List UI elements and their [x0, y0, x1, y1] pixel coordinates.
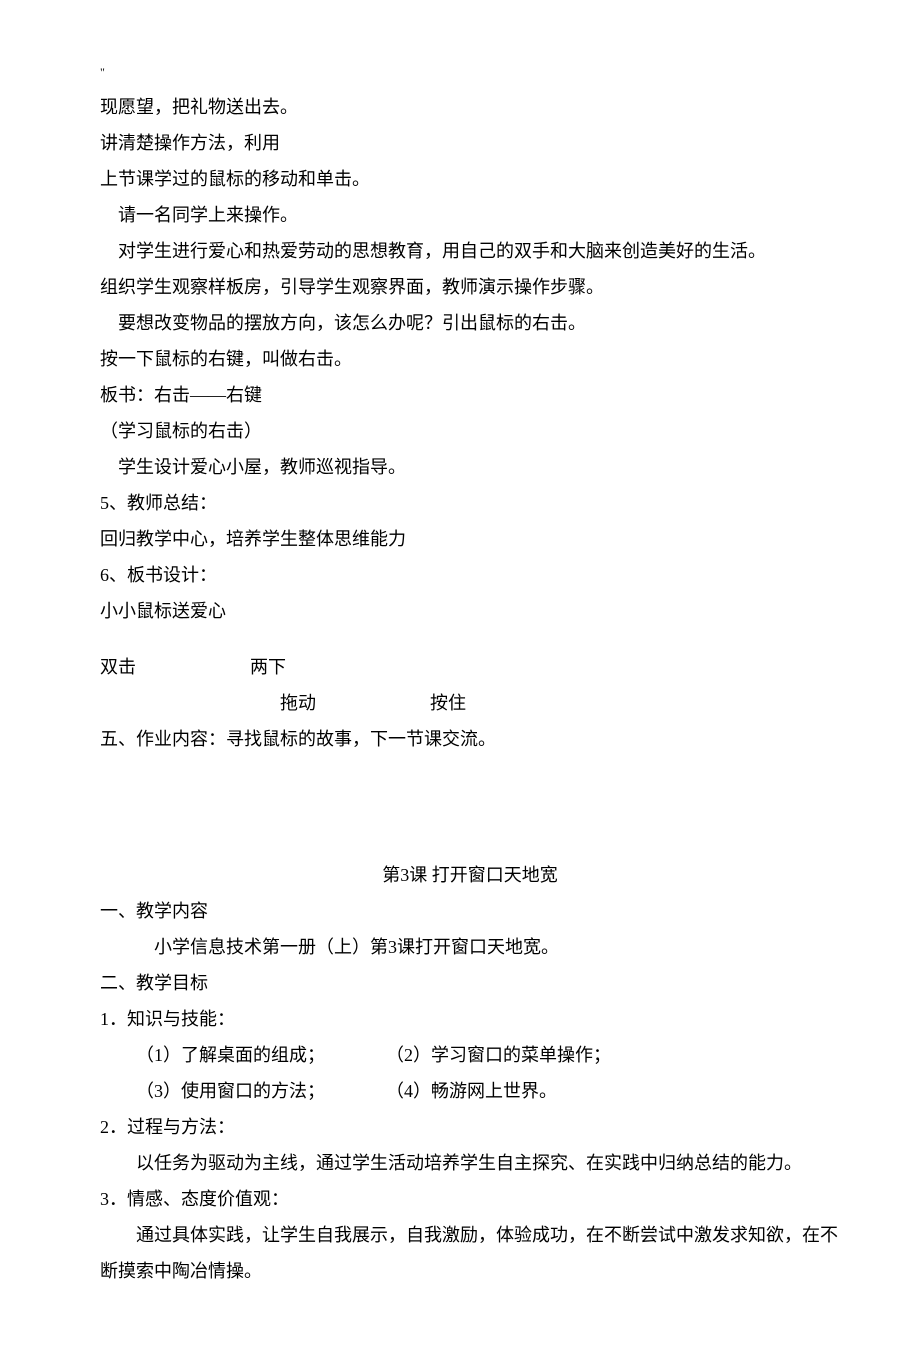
paragraph-line: 按一下鼠标的右键，叫做右击。	[100, 341, 840, 377]
paragraph-line: 上节课学过的鼠标的移动和单击。	[100, 161, 840, 197]
paragraph-line: 五、作业内容：寻找鼠标的故事，下一节课交流。	[100, 721, 840, 757]
paragraph-line: 组织学生观察样板房，引导学生观察界面，教师演示操作步骤。	[100, 269, 840, 305]
paragraph-line: 学生设计爱心小屋，教师巡视指导。	[100, 449, 840, 485]
paragraph-line: 通过具体实践，让学生自我展示，自我激励，体验成功，在不断尝试中激发求知欲，在不断…	[100, 1217, 840, 1289]
paragraph-line: （学习鼠标的右击）	[100, 413, 840, 449]
paragraph-line: 要想改变物品的摆放方向，该怎么办呢？引出鼠标的右击。	[100, 305, 840, 341]
paragraph-line: 回归教学中心，培养学生整体思维能力	[100, 521, 840, 557]
subsection-heading: 2．过程与方法：	[100, 1109, 840, 1145]
section-heading: 二、教学目标	[100, 965, 840, 1001]
paragraph-line: 对学生进行爱心和热爱劳动的思想教育，用自己的双手和大脑来创造美好的生活。	[100, 233, 840, 269]
paragraph-line: 讲清楚操作方法，利用	[100, 125, 840, 161]
list-item: （2）学习窗口的菜单操作；	[386, 1037, 611, 1073]
subsection-heading: 1．知识与技能：	[100, 1001, 840, 1037]
subsection-heading: 3．情感、态度价值观：	[100, 1181, 840, 1217]
table-row: 拖动 按住	[280, 685, 840, 721]
spacer	[100, 757, 840, 857]
list-row: （1）了解桌面的组成； （2）学习窗口的菜单操作；	[100, 1037, 840, 1073]
paragraph-line: 请一名同学上来操作。	[100, 197, 840, 233]
quote-mark: "	[100, 60, 840, 84]
cell-label: 按住	[430, 685, 466, 721]
lesson-title: 第3课 打开窗口天地宽	[100, 857, 840, 893]
cell-label: 拖动	[280, 685, 430, 721]
cell-label: 双击	[100, 649, 250, 685]
spacer	[100, 629, 840, 649]
list-item: （4）畅游网上世界。	[386, 1073, 557, 1109]
section-heading: 6、板书设计：	[100, 557, 840, 593]
paragraph-line: 现愿望，把礼物送出去。	[100, 89, 840, 125]
section-heading: 5、教师总结：	[100, 485, 840, 521]
list-item: （1）了解桌面的组成；	[136, 1037, 386, 1073]
list-row: （3）使用窗口的方法； （4）畅游网上世界。	[100, 1073, 840, 1109]
paragraph-line: 板书：右击——右键	[100, 377, 840, 413]
paragraph-line: 小小鼠标送爱心	[100, 593, 840, 629]
table-row: 双击 两下	[100, 649, 840, 685]
paragraph-line: 以任务为驱动为主线，通过学生活动培养学生自主探究、在实践中归纳总结的能力。	[100, 1145, 840, 1181]
cell-label: 两下	[250, 649, 350, 685]
paragraph-line: 小学信息技术第一册（上）第3课打开窗口天地宽。	[100, 929, 840, 965]
list-item: （3）使用窗口的方法；	[136, 1073, 386, 1109]
section-heading: 一、教学内容	[100, 893, 840, 929]
